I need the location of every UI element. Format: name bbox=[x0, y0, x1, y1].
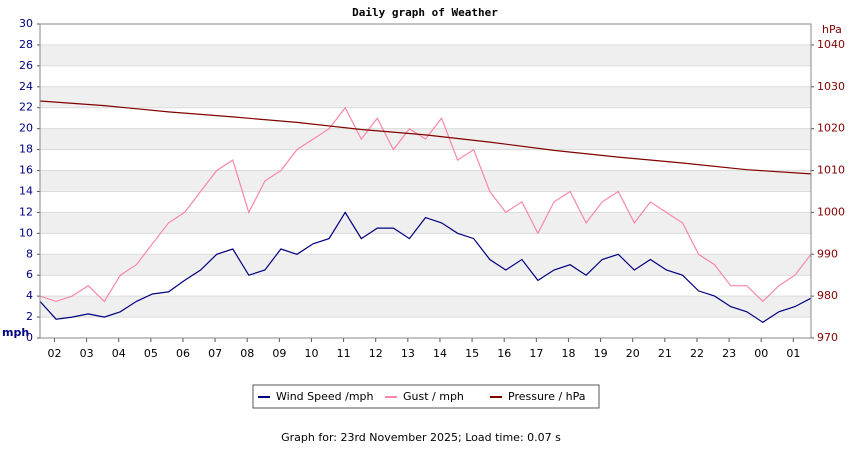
x-tick-label: 04 bbox=[112, 347, 126, 360]
x-tick-label: 21 bbox=[658, 347, 672, 360]
footer: Graph for: 23rd November 2025; Load time… bbox=[281, 431, 561, 444]
x-tick-label: 23 bbox=[722, 347, 736, 360]
series-line bbox=[39, 106, 812, 303]
x-tick-label: 02 bbox=[47, 347, 61, 360]
x-tick-label: 14 bbox=[433, 347, 447, 360]
x-tick-label: 07 bbox=[208, 347, 222, 360]
x-tick-label: 19 bbox=[594, 347, 608, 360]
y-tick-label: 4 bbox=[26, 289, 33, 302]
x-tick-label: 03 bbox=[80, 347, 94, 360]
x-tick-label: 16 bbox=[497, 347, 511, 360]
x-tick-label: 11 bbox=[337, 347, 351, 360]
x-tick-label: 20 bbox=[626, 347, 640, 360]
x-tick-label: 05 bbox=[144, 347, 158, 360]
y2-tick-label: 980 bbox=[817, 289, 838, 302]
x-tick-label: 13 bbox=[401, 347, 415, 360]
y-tick-label: 16 bbox=[19, 164, 33, 177]
plot-area bbox=[40, 23, 811, 339]
x-tick-label: 06 bbox=[176, 347, 190, 360]
x-tick-label: 00 bbox=[754, 347, 768, 360]
grid-band bbox=[40, 296, 811, 318]
y2-tick-label: 1010 bbox=[817, 164, 845, 177]
legend-label: Gust / mph bbox=[403, 390, 464, 403]
legend-box bbox=[252, 384, 600, 409]
y-tick-label: 22 bbox=[19, 101, 33, 114]
grid-band bbox=[40, 170, 811, 192]
grid-band bbox=[40, 254, 811, 276]
plot-border bbox=[39, 23, 812, 339]
x-tick-label: 10 bbox=[304, 347, 318, 360]
y2-axis-label: hPa bbox=[822, 23, 842, 36]
x-tick-label: 17 bbox=[529, 347, 543, 360]
chart-title: Daily graph of Weather bbox=[352, 6, 498, 19]
grid-band bbox=[40, 86, 811, 108]
series-line bbox=[39, 211, 812, 324]
y-tick-label: 18 bbox=[19, 143, 33, 156]
y-axis-label: mph bbox=[2, 326, 29, 339]
y-tick-label: 10 bbox=[19, 226, 33, 239]
y-tick-label: 12 bbox=[19, 205, 33, 218]
y2-tick-label: 1040 bbox=[817, 38, 845, 51]
x-tick-label: 15 bbox=[465, 347, 479, 360]
y-tick-label: 30 bbox=[19, 17, 33, 30]
y2-tick-label: 1030 bbox=[817, 80, 845, 93]
y-tick-label: 6 bbox=[26, 268, 33, 281]
x-tick-label: 22 bbox=[690, 347, 704, 360]
series-line bbox=[39, 100, 812, 175]
legend-label: Wind Speed /mph bbox=[276, 390, 374, 403]
y2-tick-label: 970 bbox=[817, 331, 838, 344]
y-tick-label: 2 bbox=[26, 310, 33, 323]
y-tick-label: 0 bbox=[26, 331, 33, 344]
x-tick-label: 01 bbox=[786, 347, 800, 360]
y2-tick-label: 1000 bbox=[817, 205, 845, 218]
x-tick-label: 09 bbox=[272, 347, 286, 360]
y-tick-label: 28 bbox=[19, 38, 33, 51]
y-tick-label: 24 bbox=[19, 80, 33, 93]
y-tick-label: 20 bbox=[19, 122, 33, 135]
grid-band bbox=[40, 212, 811, 234]
x-tick-label: 18 bbox=[561, 347, 575, 360]
y-tick-label: 14 bbox=[19, 184, 33, 197]
x-tick-label: 12 bbox=[369, 347, 383, 360]
grid-band bbox=[40, 44, 811, 66]
legend-label: Pressure / hPa bbox=[508, 390, 586, 403]
y-tick-label: 26 bbox=[19, 59, 33, 72]
x-tick-label: 08 bbox=[240, 347, 254, 360]
y2-tick-label: 1020 bbox=[817, 122, 845, 135]
y2-tick-label: 990 bbox=[817, 247, 838, 260]
y-tick-label: 8 bbox=[26, 247, 33, 260]
